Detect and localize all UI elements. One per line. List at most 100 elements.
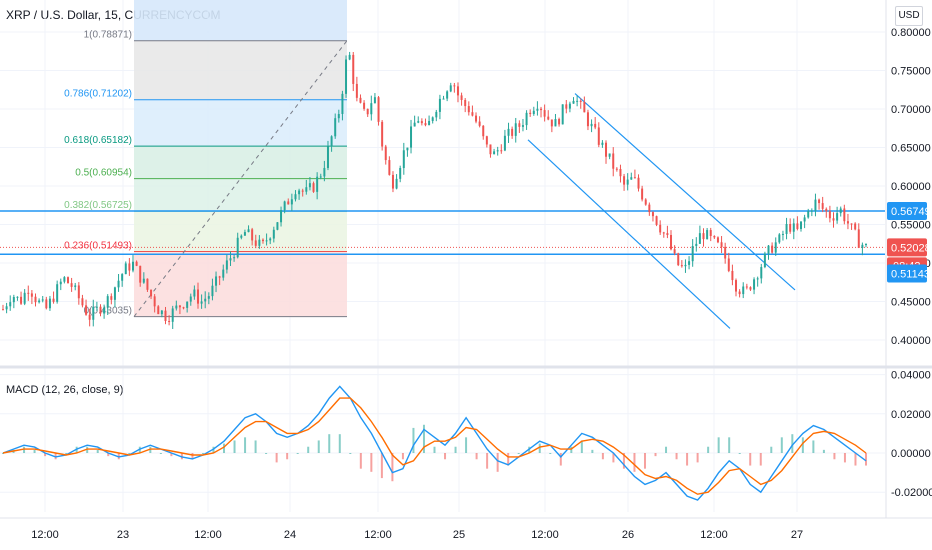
candle-body xyxy=(406,147,409,151)
candle-body xyxy=(121,274,124,281)
candle-body xyxy=(373,97,376,104)
candle-body xyxy=(269,238,272,241)
candle-body xyxy=(633,177,636,179)
candle-body xyxy=(485,136,488,145)
candle-body xyxy=(337,113,340,119)
macd-histogram-bar xyxy=(349,453,352,454)
candle-body xyxy=(247,229,250,233)
candle-body xyxy=(99,306,102,314)
macd-histogram-bar xyxy=(549,453,552,454)
candle-body xyxy=(475,115,478,122)
candle-body xyxy=(720,242,723,247)
candle-body xyxy=(702,233,705,240)
current-price-label-bg xyxy=(887,238,927,257)
candle-body xyxy=(153,296,156,307)
candle-body xyxy=(222,269,225,278)
candle-body xyxy=(236,237,239,258)
macd-histogram-bar xyxy=(244,437,247,453)
macd-histogram-bar xyxy=(422,424,425,453)
candle-body xyxy=(558,119,561,125)
macd-histogram-bar xyxy=(686,453,689,466)
macd-histogram-bar xyxy=(622,453,625,469)
macd-histogram-bar xyxy=(643,453,646,469)
time-tick-label: 24 xyxy=(284,529,296,541)
candle-body xyxy=(348,54,351,60)
candle-body xyxy=(608,153,611,157)
candle-body xyxy=(435,111,438,118)
currency-button[interactable]: USD xyxy=(895,6,923,26)
time-tick-label: 25 xyxy=(453,529,465,541)
fib-level-label: 0.236(0.51493) xyxy=(64,241,132,252)
macd-indicator-label[interactable]: MACD (12, 26, close, 9) xyxy=(6,384,124,396)
macd-histogram-bar xyxy=(359,453,362,469)
candle-body xyxy=(738,291,741,295)
candle-body xyxy=(312,183,315,192)
macd-histogram-bar xyxy=(854,453,857,466)
candle-body xyxy=(413,122,416,127)
candle-body xyxy=(521,125,524,127)
candle-body xyxy=(388,160,391,175)
candle-body xyxy=(442,98,445,100)
macd-histogram-bar xyxy=(822,449,825,453)
candle-body xyxy=(623,176,626,185)
candle-body xyxy=(561,104,564,125)
candle-body xyxy=(204,298,207,302)
macd-histogram-bar xyxy=(780,437,783,453)
time-tick-label: 12:00 xyxy=(194,529,222,541)
macd-histogram-bar xyxy=(833,453,836,460)
candle-body xyxy=(30,293,33,297)
candle-body xyxy=(529,112,532,114)
level-price-label: 0.56749 xyxy=(891,206,931,218)
candle-body xyxy=(168,320,171,322)
candle-body xyxy=(23,292,26,304)
candle-body xyxy=(626,179,629,185)
candle-body xyxy=(550,119,553,127)
candle-body xyxy=(500,150,503,152)
candle-body xyxy=(128,263,131,271)
candle-body xyxy=(52,298,55,302)
macd-histogram-bar xyxy=(307,446,310,453)
candle-body xyxy=(92,306,95,320)
macd-histogram-bar xyxy=(254,440,257,453)
macd-tick-label: -0.02000 xyxy=(891,487,932,499)
macd-histogram-bar xyxy=(170,453,173,457)
signal-line xyxy=(2,397,867,495)
macd-histogram-bar xyxy=(370,453,373,472)
candle-body xyxy=(157,306,160,315)
fib-level-label: 0.5(0.60954) xyxy=(75,168,132,179)
candle-body xyxy=(713,236,716,238)
candle-body xyxy=(124,263,127,275)
macd-histogram-bar xyxy=(159,453,162,454)
fib-zone xyxy=(134,211,347,252)
candle-body xyxy=(695,243,698,247)
candle-body xyxy=(5,306,8,310)
candle-body xyxy=(727,258,730,271)
candle-body xyxy=(45,299,48,309)
macd-histogram-bar xyxy=(44,453,47,457)
candle-body xyxy=(673,249,676,254)
time-tick-label: 12:00 xyxy=(531,529,559,541)
candle-body xyxy=(716,237,719,243)
macd-histogram-bar xyxy=(486,453,489,469)
candle-body xyxy=(200,301,203,304)
candle-body xyxy=(352,54,355,84)
fib-zone xyxy=(134,178,347,212)
candle-body xyxy=(131,261,134,271)
macd-histogram-bar xyxy=(391,453,394,482)
candle-body xyxy=(800,221,803,229)
candle-body xyxy=(370,103,373,115)
candle-body xyxy=(680,265,683,267)
candle-body xyxy=(565,104,568,109)
macd-histogram-bar xyxy=(454,446,457,453)
candle-body xyxy=(117,280,120,288)
macd-histogram-bar xyxy=(65,453,68,454)
candle-body xyxy=(763,253,766,268)
candle-body xyxy=(641,188,644,200)
macd-histogram-bar xyxy=(444,453,447,460)
candle-body xyxy=(756,278,759,280)
macd-histogram-bar xyxy=(86,446,89,453)
candle-body xyxy=(670,234,673,250)
level-price-label-bg xyxy=(887,202,927,221)
candle-body xyxy=(12,297,15,303)
